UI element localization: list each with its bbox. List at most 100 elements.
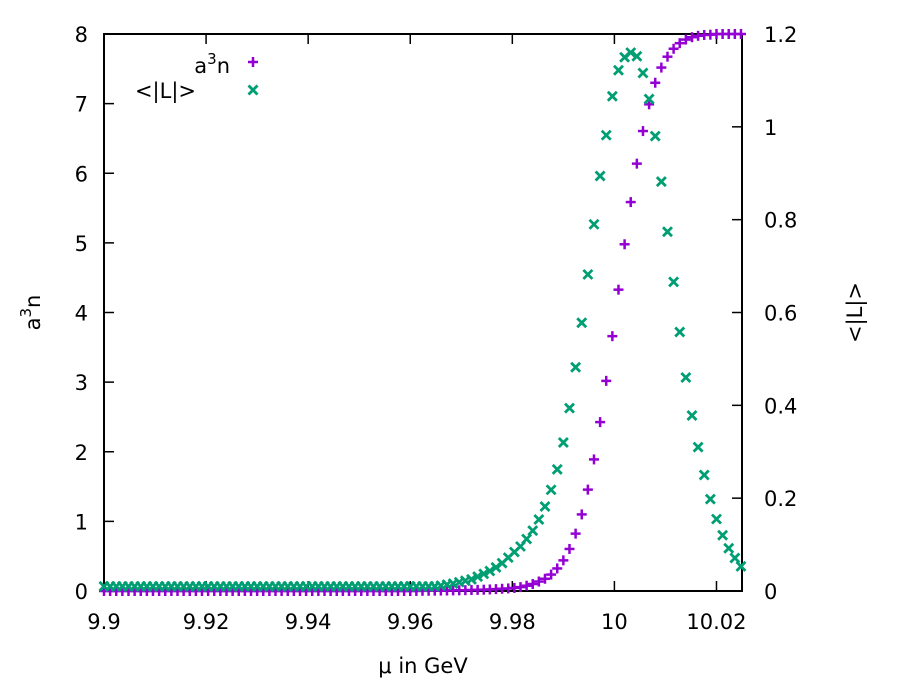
y-left-tick-label: 1 xyxy=(75,510,88,534)
series-a3n-point xyxy=(521,580,532,591)
series-a3n-point xyxy=(637,126,648,137)
series-a3n-point xyxy=(686,32,697,43)
series-a3n-point xyxy=(533,576,544,587)
series-L-point xyxy=(655,176,667,188)
y-right-tick-label: 0 xyxy=(764,580,777,604)
y-right-tick-label: 1 xyxy=(764,116,777,140)
data-points xyxy=(98,29,747,596)
y-axis-left-label: a3n xyxy=(17,295,45,331)
series-L-point xyxy=(735,560,747,572)
series-L-point xyxy=(668,276,680,288)
series-a3n-point xyxy=(570,528,581,539)
series-L-point xyxy=(521,533,533,545)
series-L-point xyxy=(723,542,735,554)
series-L-point xyxy=(680,371,692,383)
y-left-tick-label: 7 xyxy=(75,93,88,117)
series-L-point xyxy=(588,218,600,230)
series-L-point xyxy=(539,501,551,513)
series-L-point xyxy=(551,463,563,475)
series-L-point xyxy=(606,90,618,102)
y-right-tick-label: 0.2 xyxy=(764,487,797,511)
x-tick-label: 9.96 xyxy=(387,610,434,634)
series-L-point xyxy=(625,47,637,59)
series-L-point xyxy=(557,436,569,448)
y-axis-right-label: <|L|> xyxy=(843,282,868,343)
y-left-tick-label: 3 xyxy=(75,371,88,395)
legend-marker-a3n xyxy=(248,57,258,67)
plot-frame xyxy=(103,33,743,592)
y-left-tick-label: 8 xyxy=(75,23,88,47)
series-L-point xyxy=(576,317,588,329)
series-L-point xyxy=(484,565,496,577)
series-L-point xyxy=(582,268,594,280)
series-a3n-point xyxy=(546,569,557,580)
series-L-point xyxy=(612,64,624,76)
y-left-tick-label: 6 xyxy=(75,162,88,186)
series-L-point xyxy=(533,514,545,526)
series-L-point xyxy=(729,552,741,564)
series-L-point xyxy=(698,469,710,481)
series-a3n-point xyxy=(595,417,606,428)
legend-label-L: <|L|> xyxy=(135,79,196,104)
legend-marker-L xyxy=(247,84,259,96)
series-a3n-point xyxy=(631,158,642,169)
legend: a3n<|L|> xyxy=(135,50,259,104)
series-L-point xyxy=(570,361,582,373)
series-L-point xyxy=(717,529,729,541)
x-tick-label: 10.02 xyxy=(686,610,746,634)
series-L-point xyxy=(465,573,477,585)
plot-border xyxy=(103,33,743,592)
series-L-point xyxy=(600,129,612,141)
x-tick-label: 9.94 xyxy=(285,610,332,634)
y-right-tick-label: 0.6 xyxy=(764,302,797,326)
series-a3n-point xyxy=(680,34,691,45)
series-L-point xyxy=(637,67,649,79)
series-L-point xyxy=(710,513,722,525)
series-a3n-point xyxy=(576,509,587,520)
series-L-point xyxy=(674,326,686,338)
y-right-tick-label: 0.4 xyxy=(764,394,797,418)
series-a3n-point xyxy=(539,573,550,584)
series-a3n-point xyxy=(735,29,746,39)
series-a3n-point xyxy=(662,51,673,62)
y-left-tick-label: 5 xyxy=(75,232,88,256)
series-a3n-point xyxy=(613,284,624,295)
series-a3n-point xyxy=(558,555,569,566)
x-tick-label: 10 xyxy=(601,610,628,634)
y-left-tick-label: 0 xyxy=(75,580,88,604)
series-a3n-point xyxy=(582,484,593,495)
series-L-point xyxy=(478,568,490,580)
legend-label-a3n: a3n xyxy=(194,50,230,78)
series-L-point xyxy=(649,130,661,142)
y-left-tick-label: 2 xyxy=(75,441,88,465)
series-a3n-point xyxy=(619,239,630,250)
series-L-point xyxy=(631,50,643,62)
series-L-point xyxy=(686,410,698,422)
series-a3n-point xyxy=(668,43,679,54)
series-a3n-point xyxy=(656,62,667,73)
series-a3n-point xyxy=(625,197,636,208)
series-L-point xyxy=(527,525,539,537)
x-axis-label: μ in GeV xyxy=(378,654,468,678)
x-tick-label: 9.92 xyxy=(183,610,230,634)
series-a3n-point xyxy=(674,38,685,49)
series-L-point xyxy=(563,402,575,414)
series-L-point xyxy=(472,571,484,583)
series-L-point xyxy=(704,493,716,505)
series-a3n-point xyxy=(527,579,538,590)
series-a3n-point xyxy=(607,331,618,342)
axis-ticks: 9.9 9.92 9.94 9.96 9.98 10 10.02 0 1 2 3 4 5 6 7 8 0 0.2 0… xyxy=(75,23,798,634)
series-L-point xyxy=(661,226,673,238)
x-tick-label: 9.98 xyxy=(489,610,536,634)
series-a3n-point xyxy=(644,99,655,110)
y-right-tick-label: 1.2 xyxy=(764,23,797,47)
x-tick-label: 9.9 xyxy=(87,610,120,634)
series-a3n-point xyxy=(564,543,575,554)
series-a3n-point xyxy=(588,454,599,465)
series-L-point xyxy=(692,441,704,453)
y-left-tick-label: 4 xyxy=(75,302,88,326)
series-L-point xyxy=(643,93,655,105)
series-a3n-point xyxy=(601,375,612,386)
series-a3n-point xyxy=(650,77,661,88)
